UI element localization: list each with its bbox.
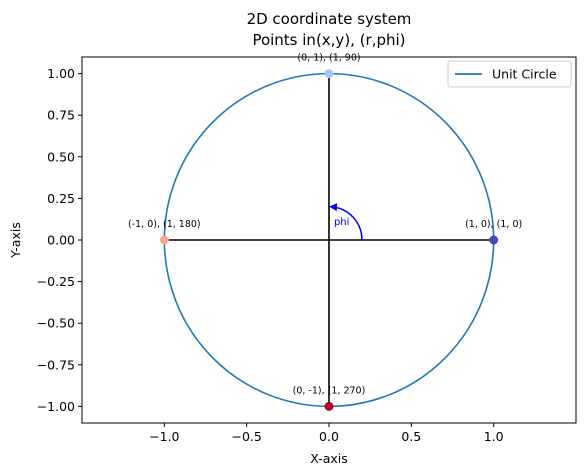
point-label: (0, 1), (1, 90) xyxy=(297,53,360,64)
legend: Unit Circle xyxy=(447,60,572,88)
x-tick-label: 0.5 xyxy=(401,429,421,444)
x-tick-label: 1.0 xyxy=(484,429,504,444)
data-point xyxy=(324,69,334,79)
point-label: (-1, 0), (1, 180) xyxy=(128,219,201,230)
data-point xyxy=(159,235,169,245)
y-tick-label: 0.50 xyxy=(47,149,75,164)
phi-label: phi xyxy=(334,217,349,228)
y-tick-label: −0.25 xyxy=(37,274,75,289)
chart-title-line-1: 2D coordinate system xyxy=(247,10,412,28)
y-tick-label: −0.50 xyxy=(37,316,75,331)
axis-ticks: −1.0 −0.5 0.0 0.5 1.0 −1.00 −0.75 −0.50 −0.25 0.0… xyxy=(37,66,504,444)
y-tick-label: −1.00 xyxy=(37,399,75,414)
y-axis-label: Y-axis xyxy=(8,222,23,259)
plot-area: phi (1, 0), (1, 0) (0, 1), (1, 90) (-1, 0),… xyxy=(128,53,522,411)
x-tick-label: 0.0 xyxy=(319,429,339,444)
legend-box xyxy=(447,60,572,88)
y-tick-label: −0.75 xyxy=(37,357,75,372)
chart-title-line-2: Points in(x,y), (r,phi) xyxy=(252,31,405,49)
y-tick-label: 0.00 xyxy=(47,233,75,248)
data-point xyxy=(324,401,334,411)
x-tick-label: −0.5 xyxy=(231,429,261,444)
point-label: (0, -1), (1, 270) xyxy=(293,385,366,396)
x-axis-label: X-axis xyxy=(310,451,348,466)
data-point xyxy=(489,235,499,245)
point-label: (1, 0), (1, 0) xyxy=(465,219,522,230)
y-tick-label: 0.25 xyxy=(47,191,75,206)
phi-arc-arrow xyxy=(329,203,363,241)
y-tick-label: 1.00 xyxy=(47,66,75,81)
y-tick-label: 0.75 xyxy=(47,108,75,123)
x-tick-label: −1.0 xyxy=(149,429,179,444)
legend-entry-unit-circle: Unit Circle xyxy=(492,67,557,82)
